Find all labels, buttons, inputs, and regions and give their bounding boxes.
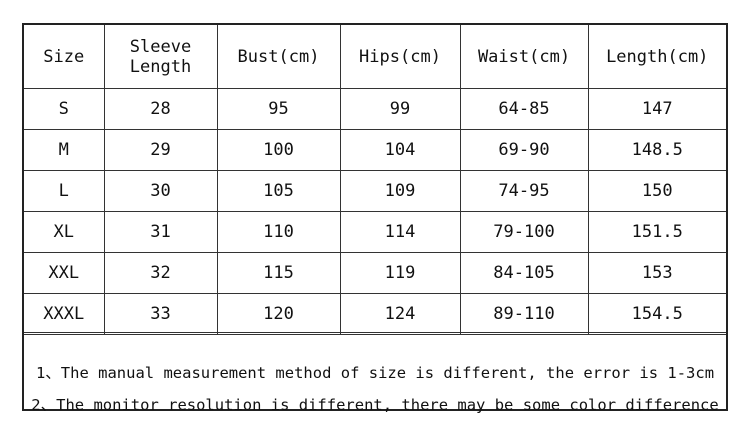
cell-bust: 95 bbox=[216, 88, 341, 130]
table-row: L 30 105 109 74-95 150 bbox=[24, 170, 726, 212]
cell-waist: 69-90 bbox=[459, 129, 589, 171]
header-sleeve-length: Sleeve Length bbox=[103, 25, 218, 89]
table-row: S 28 95 99 64-85 147 bbox=[24, 88, 726, 130]
cell-waist: 64-85 bbox=[459, 88, 589, 130]
cell-size: S bbox=[24, 88, 105, 130]
cell-bust: 110 bbox=[216, 211, 341, 253]
cell-waist: 89-110 bbox=[459, 293, 589, 335]
cell-size: XL bbox=[24, 211, 105, 253]
header-waist: Waist(cm) bbox=[459, 25, 589, 89]
size-chart: Size Sleeve Length Bust(cm) Hips(cm) Wai… bbox=[22, 23, 728, 414]
cell-sleeve: 28 bbox=[103, 88, 218, 130]
cell-hips: 109 bbox=[339, 170, 461, 212]
table-row: M 29 100 104 69-90 148.5 bbox=[24, 129, 726, 171]
cell-size: XXXL bbox=[24, 293, 105, 335]
cell-hips: 124 bbox=[339, 293, 461, 335]
cell-sleeve: 32 bbox=[103, 252, 218, 294]
cell-hips: 99 bbox=[339, 88, 461, 130]
cell-length: 147 bbox=[587, 88, 726, 130]
cell-length: 148.5 bbox=[587, 129, 726, 171]
header-bust: Bust(cm) bbox=[216, 25, 341, 89]
cell-size: XXL bbox=[24, 252, 105, 294]
cell-hips: 114 bbox=[339, 211, 461, 253]
cell-hips: 104 bbox=[339, 129, 461, 171]
cell-size: L bbox=[24, 170, 105, 212]
cell-length: 150 bbox=[587, 170, 726, 212]
cell-bust: 115 bbox=[216, 252, 341, 294]
cell-size: M bbox=[24, 129, 105, 171]
cell-length: 151.5 bbox=[587, 211, 726, 253]
header-hips: Hips(cm) bbox=[339, 25, 461, 89]
note-measurement-error: 1、The manual measurement method of size … bbox=[35, 364, 715, 382]
cell-length: 154.5 bbox=[587, 293, 726, 335]
header-sleeve-line2: Length bbox=[129, 56, 192, 77]
header-length: Length(cm) bbox=[587, 25, 726, 89]
table-row: XL 31 110 114 79-100 151.5 bbox=[24, 211, 726, 253]
cell-sleeve: 31 bbox=[103, 211, 218, 253]
cell-bust: 120 bbox=[216, 293, 341, 335]
cell-hips: 119 bbox=[339, 252, 461, 294]
cell-waist: 79-100 bbox=[459, 211, 589, 253]
header-sleeve-line1: Sleeve bbox=[129, 36, 192, 57]
notes-section: 1、The manual measurement method of size … bbox=[24, 332, 726, 414]
header-size: Size bbox=[24, 25, 105, 89]
table-row: XXL 32 115 119 84-105 153 bbox=[24, 252, 726, 294]
cell-length: 153 bbox=[587, 252, 726, 294]
cell-sleeve: 29 bbox=[103, 129, 218, 171]
table-row: XXXL 33 120 124 89-110 154.5 bbox=[24, 293, 726, 335]
size-table: Size Sleeve Length Bust(cm) Hips(cm) Wai… bbox=[24, 25, 726, 335]
cell-waist: 74-95 bbox=[459, 170, 589, 212]
cell-waist: 84-105 bbox=[459, 252, 589, 294]
cell-sleeve: 33 bbox=[103, 293, 218, 335]
cell-bust: 100 bbox=[216, 129, 341, 171]
table-header-row: Size Sleeve Length Bust(cm) Hips(cm) Wai… bbox=[24, 25, 726, 89]
cell-sleeve: 30 bbox=[103, 170, 218, 212]
cell-bust: 105 bbox=[216, 170, 341, 212]
note-color-difference: 2、The monitor resolution is different, t… bbox=[31, 396, 719, 414]
